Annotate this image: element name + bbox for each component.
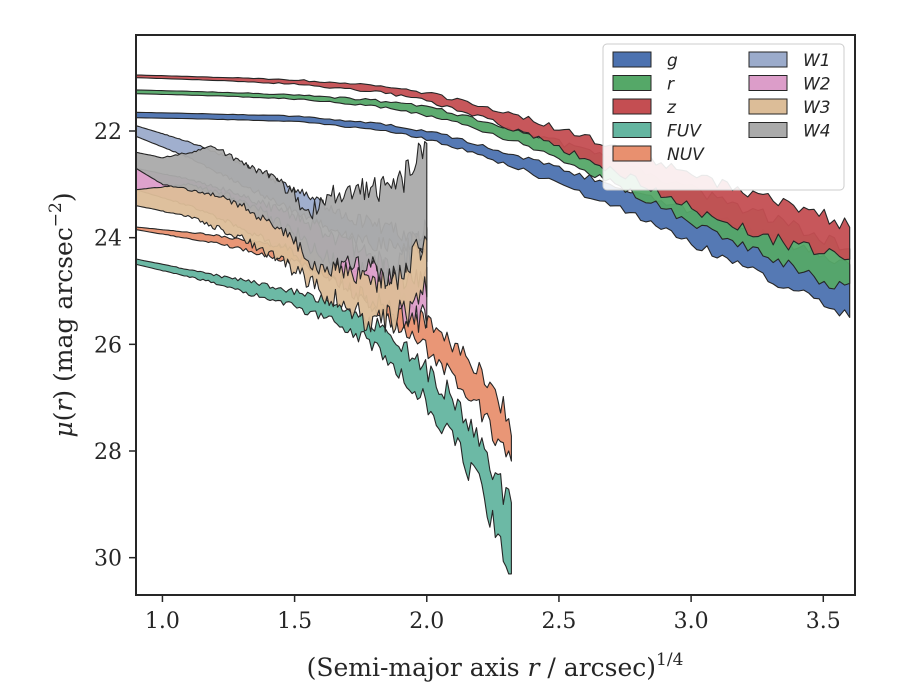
x-tick-label-2.5: 2.5 bbox=[541, 609, 576, 634]
y-axis-label: μ(r) (mag arcsec−2) bbox=[46, 192, 78, 437]
y-axis-label-mu: μ bbox=[49, 421, 78, 437]
legend-swatch-w1 bbox=[748, 51, 788, 68]
legend-label-r: r bbox=[667, 75, 675, 95]
x-tick-label-3.0: 3.0 bbox=[674, 609, 709, 634]
band-w4 bbox=[136, 141, 428, 290]
y-axis: 22 24 26 28 30 bbox=[94, 120, 136, 572]
x-tick-label-2.0: 2.0 bbox=[409, 609, 444, 634]
y-tick-label-24: 24 bbox=[94, 227, 122, 252]
y-axis-label-close: ) (mag arcsec bbox=[49, 227, 78, 400]
plot-frame bbox=[135, 34, 856, 596]
band-r bbox=[136, 89, 851, 290]
legend-swatch-w2 bbox=[748, 75, 788, 91]
x-axis-label-suffix: / arcsec) bbox=[539, 653, 656, 682]
x-axis-label-var: r bbox=[528, 653, 542, 682]
y-tick-label-28: 28 bbox=[94, 440, 122, 465]
legend: grz FUV NUV W1 W2 W3 W4 bbox=[602, 43, 845, 191]
legend-label-w2: W2 bbox=[803, 75, 831, 95]
legend-label-fuv: FUV bbox=[667, 122, 702, 142]
x-axis-label: (Semi-major axis r / arcsec)1/4 bbox=[307, 650, 684, 682]
y-tick-label-22: 22 bbox=[94, 120, 122, 145]
legend-swatch-g bbox=[612, 51, 652, 68]
legend-swatch-w4 bbox=[748, 122, 788, 138]
y-axis-label-exponent: −2 bbox=[46, 202, 66, 227]
legend-swatch-nuv bbox=[612, 145, 652, 162]
legend-label-w3: W3 bbox=[803, 98, 831, 118]
x-tick-label-1.0: 1.0 bbox=[145, 609, 180, 634]
band-fuv bbox=[136, 258, 512, 575]
y-tick-label-26: 26 bbox=[94, 333, 122, 358]
x-axis-label-exponent: 1/4 bbox=[656, 650, 683, 670]
legend-label-nuv: NUV bbox=[667, 145, 705, 165]
y-axis-label-var: r bbox=[49, 398, 78, 412]
y-axis-label-open: ( bbox=[49, 412, 78, 422]
legend-label-g: g bbox=[667, 51, 678, 71]
band-z bbox=[136, 74, 851, 261]
legend-swatch-fuv bbox=[612, 122, 652, 138]
x-tick-label-1.5: 1.5 bbox=[277, 609, 312, 634]
x-axis: 1.0 1.5 2.0 2.5 3.0 3.5 bbox=[145, 595, 841, 634]
legend-swatch-r bbox=[612, 75, 652, 91]
legend-swatch-z bbox=[612, 98, 652, 115]
series-bands bbox=[136, 74, 851, 575]
legend-label-w4: W4 bbox=[803, 122, 831, 142]
legend-label-z: z bbox=[666, 98, 677, 118]
y-axis-label-end: ) bbox=[49, 192, 78, 202]
x-tick-label-3.5: 3.5 bbox=[806, 609, 841, 634]
y-tick-label-30: 30 bbox=[94, 547, 122, 572]
legend-label-w1: W1 bbox=[803, 51, 831, 71]
legend-swatch-w3 bbox=[748, 98, 788, 115]
x-axis-label-prefix: (Semi-major axis bbox=[307, 653, 528, 682]
